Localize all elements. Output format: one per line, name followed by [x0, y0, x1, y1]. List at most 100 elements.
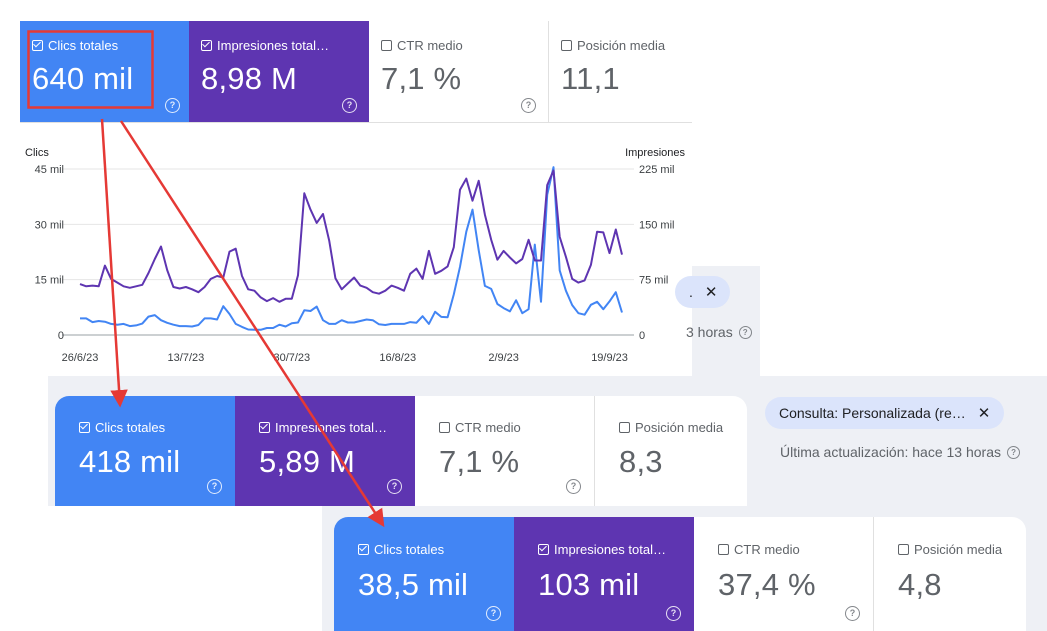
card-label: Clics totales [48, 38, 119, 53]
metric-card-position[interactable]: Posición media 11,1 [549, 21, 692, 122]
help-icon[interactable]: ? [1007, 445, 1021, 459]
y-left-tick-label: 30 mil [35, 219, 64, 231]
card-label: Impresiones total… [275, 420, 387, 435]
y-right-tick-label: 75 mil [639, 275, 668, 287]
y-left-tick-label: 15 mil [35, 275, 64, 287]
y-right-ticks: 0 75 mil 150 mil 225 mil [639, 164, 674, 342]
last-updated: Última actualización: hace 13 horas ? [780, 444, 1021, 460]
last-updated-text: Última actualización: hace 13 horas [780, 444, 1002, 460]
metric-card-total-clicks[interactable]: Clics totales 640 mil ? [20, 21, 189, 122]
card-head: Clics totales [79, 420, 165, 435]
card-bottom-border [20, 122, 692, 123]
checkbox-ctr[interactable] [439, 422, 450, 433]
help-icon[interactable]: ? [387, 479, 402, 494]
impressions-series-line [79, 169, 623, 303]
metric-cards-1: Clics totales 640 mil ? Impresiones tota… [20, 21, 692, 122]
y-right-tick-label: 150 mil [639, 219, 674, 231]
card-label: Clics totales [95, 420, 166, 435]
checkbox-clicks[interactable] [79, 422, 90, 433]
card-value: 103 mil [538, 567, 640, 602]
x-tick-label: 13/7/23 [168, 352, 205, 364]
help-icon[interactable]: ? [486, 606, 501, 621]
metric-card-position[interactable]: Posición media 8,3 [595, 396, 747, 506]
help-icon[interactable]: ? [342, 98, 357, 113]
card-head: Impresiones total… [201, 38, 329, 53]
card-value: 640 mil [32, 61, 134, 96]
y-left-tick-label: 0 [58, 330, 64, 342]
card-head: Impresiones total… [538, 542, 666, 557]
checkbox-clicks[interactable] [32, 40, 43, 51]
card-label: Impresiones total… [217, 38, 329, 53]
help-icon[interactable]: ? [566, 479, 581, 494]
metric-cards-3: Clics totales 38,5 mil ? Impresiones tot… [334, 517, 1026, 631]
metric-card-total-clicks[interactable]: Clics totales 418 mil ? [55, 396, 235, 506]
y-left-ticks: 0 15 mil 30 mil 45 mil [35, 164, 64, 342]
performance-chart[interactable]: Clics Impresiones 0 15 mil 30 mil 45 mil 0 7… [0, 142, 692, 372]
help-icon[interactable]: ? [521, 98, 536, 113]
card-head: CTR medio [439, 420, 521, 435]
card-label: Posición media [635, 420, 724, 435]
card-head: Posición media [561, 38, 665, 53]
card-head: Clics totales [358, 542, 444, 557]
y-right-tick-label: 0 [639, 330, 645, 342]
checkbox-position[interactable] [898, 544, 909, 555]
card-head: Posición media [619, 420, 723, 435]
last-updated-partial-text: 3 horas [686, 324, 733, 340]
metric-card-ctr[interactable]: CTR medio 37,4 % ? [694, 517, 874, 631]
y-left-tick-label: 45 mil [35, 164, 64, 176]
card-label: Impresiones total… [554, 542, 666, 557]
card-label: CTR medio [397, 38, 463, 53]
metric-card-position[interactable]: Posición media 4,8 [874, 517, 1026, 631]
card-head: Clics totales [32, 38, 118, 53]
metric-card-total-impressions[interactable]: Impresiones total… 5,89 M ? [235, 396, 415, 506]
x-tick-label: 26/6/23 [62, 352, 99, 364]
chip-label: Consulta: Personalizada (re… [779, 405, 966, 421]
checkbox-ctr[interactable] [381, 40, 392, 51]
help-icon[interactable]: ? [207, 479, 222, 494]
metric-card-total-impressions[interactable]: Impresiones total… 103 mil ? [514, 517, 694, 631]
card-value: 7,1 % [381, 61, 462, 96]
card-value: 37,4 % [718, 567, 816, 602]
checkbox-impressions[interactable] [201, 40, 212, 51]
performance-panel-1: Clics totales 640 mil ? Impresiones tota… [0, 0, 692, 376]
filter-chip-query[interactable]: Consulta: Personalizada (re… ✕ [765, 397, 1005, 429]
metric-card-total-impressions[interactable]: Impresiones total… 8,98 M ? [189, 21, 369, 122]
card-label: Clics totales [374, 542, 445, 557]
metric-card-total-clicks[interactable]: Clics totales 38,5 mil ? [334, 517, 514, 631]
metric-cards-2: Clics totales 418 mil ? Impresiones tota… [55, 396, 747, 506]
close-icon[interactable]: ✕ [977, 405, 991, 422]
x-ticks: 26/6/23 13/7/23 30/7/23 16/8/23 2/9/23 19/9/2… [62, 352, 628, 364]
help-icon[interactable]: ? [738, 325, 752, 339]
card-value: 11,1 [561, 61, 620, 96]
help-icon[interactable]: ? [165, 98, 180, 113]
x-tick-label: 30/7/23 [273, 352, 310, 364]
y-right-tick-label: 225 mil [639, 164, 674, 176]
card-value: 8,3 [619, 444, 663, 479]
checkbox-impressions[interactable] [538, 544, 549, 555]
card-value: 418 mil [79, 444, 181, 479]
card-head: Impresiones total… [259, 420, 387, 435]
help-icon[interactable]: ? [666, 606, 681, 621]
metric-card-ctr[interactable]: CTR medio 7,1 % ? [415, 396, 595, 506]
close-icon[interactable]: ✕ [704, 284, 718, 301]
card-head: Posición media [898, 542, 1002, 557]
last-updated-partial: 3 horas ? [686, 324, 752, 340]
checkbox-clicks[interactable] [358, 544, 369, 555]
card-head: CTR medio [718, 542, 800, 557]
checkbox-position[interactable] [561, 40, 572, 51]
x-tick-label: 16/8/23 [379, 352, 416, 364]
filter-chip-partial[interactable]: . ✕ [675, 276, 730, 308]
card-label: CTR medio [734, 542, 800, 557]
checkbox-ctr[interactable] [718, 544, 729, 555]
card-value: 5,89 M [259, 444, 355, 479]
metric-card-ctr[interactable]: CTR medio 7,1 % ? [369, 21, 549, 122]
card-head: CTR medio [381, 38, 463, 53]
x-tick-label: 19/9/23 [591, 352, 628, 364]
checkbox-impressions[interactable] [259, 422, 270, 433]
chart-lines [79, 166, 623, 331]
y-left-title: Clics [25, 147, 49, 159]
card-value: 7,1 % [439, 444, 520, 479]
card-label: Posición media [577, 38, 666, 53]
checkbox-position[interactable] [619, 422, 630, 433]
help-icon[interactable]: ? [845, 606, 860, 621]
